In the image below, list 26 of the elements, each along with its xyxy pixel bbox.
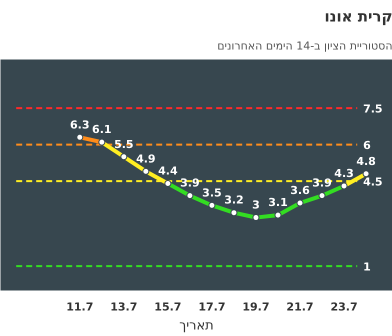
data-label: 3.5: [202, 186, 222, 200]
chart-title: קרית אונו: [324, 8, 392, 26]
data-label: 3.2: [224, 194, 244, 207]
data-label: 3: [252, 198, 260, 212]
data-label: 6.1: [92, 123, 112, 136]
ref-line-label: 6: [363, 139, 372, 152]
ref-line-label: 4.5: [363, 176, 383, 189]
data-label: 4.3: [334, 166, 354, 180]
x-axis-title: תאריך: [179, 318, 214, 334]
x-tick-label: 11.7: [66, 300, 94, 314]
x-tick-label: 19.7: [242, 300, 270, 314]
data-label: 4.4: [158, 164, 178, 178]
data-label: 3.1: [268, 196, 288, 210]
data-label: 6.3: [70, 118, 90, 132]
x-tick-label: 21.7: [286, 300, 314, 314]
x-tick-label: 13.7: [110, 300, 138, 314]
x-tick-label: 23.7: [330, 300, 358, 314]
ref-line-label: 1: [363, 260, 371, 274]
data-label: 4.8: [356, 154, 376, 168]
x-tick-label: 15.7: [154, 300, 182, 314]
data-label: 3.6: [290, 184, 310, 197]
x-tick-label: 17.7: [198, 300, 226, 314]
data-label: 3.9: [180, 176, 200, 190]
chart-subtitle: הסטוריית הציון ב-14 הימים האחרונים: [217, 40, 392, 52]
data-label: 4.9: [136, 152, 156, 166]
ref-line-label: 7.5: [363, 102, 383, 116]
